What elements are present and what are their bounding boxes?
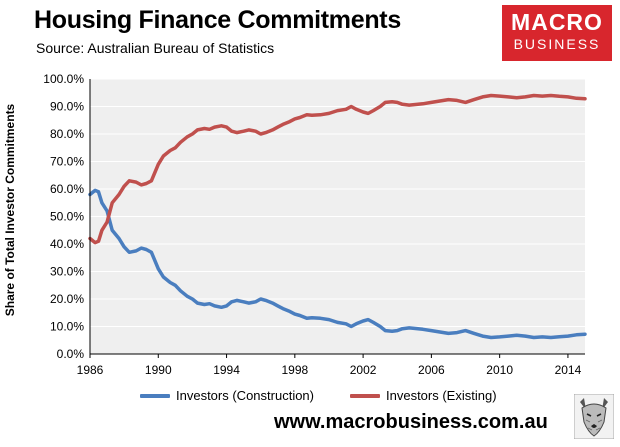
- series-line-construction: [88, 188, 587, 340]
- y-tick-label: 90.0%: [50, 100, 84, 114]
- legend-label-construction: Investors (Construction): [176, 388, 314, 403]
- y-tick-label: 10.0%: [50, 320, 84, 334]
- x-tick-label: 2006: [418, 363, 445, 377]
- legend-swatch-existing: [350, 393, 380, 398]
- y-tick-label: 40.0%: [50, 237, 84, 251]
- grid-layer: [90, 78, 585, 354]
- y-tick-label: 60.0%: [50, 182, 84, 196]
- axis-layer: 0.0% 10.0% 20.0% 30.0% 40.0% 50.0% 60.0% 70.0% 8…: [43, 72, 585, 377]
- legend-swatch-construction: [140, 393, 170, 398]
- series-layer: [88, 93, 587, 340]
- legend-label-existing: Investors (Existing): [386, 388, 497, 403]
- y-tick-label: 0.0%: [57, 347, 85, 361]
- logo-line-macro: MACRO: [511, 9, 603, 35]
- series-line-existing: [88, 93, 587, 245]
- y-tick-label: 80.0%: [50, 127, 84, 141]
- website-link[interactable]: www.macrobusiness.com.au: [274, 411, 548, 433]
- x-tick-label: 2014: [555, 363, 582, 377]
- wolf-head-icon: [574, 394, 614, 439]
- y-tick-label: 30.0%: [50, 265, 84, 279]
- x-tick-label: 1990: [145, 363, 172, 377]
- chart-source: Source: Australian Bureau of Statistics: [36, 40, 275, 56]
- x-tick-label: 2010: [486, 363, 513, 377]
- x-tick-label: 2002: [350, 363, 377, 377]
- y-tick-label: 100.0%: [43, 72, 84, 86]
- legend-item-construction: Investors (Construction): [140, 388, 314, 403]
- macrobusiness-logo[interactable]: MACRO BUSINESS: [502, 5, 612, 61]
- y-tick-label: 50.0%: [50, 210, 84, 224]
- chart-legend: Investors (Construction) Investors (Exis…: [140, 388, 533, 403]
- x-tick-label: 1994: [213, 363, 240, 377]
- y-tick-label: 70.0%: [50, 155, 84, 169]
- x-tick-label: 1986: [77, 363, 104, 377]
- logo-line-business: BUSINESS: [513, 36, 601, 52]
- y-tick-label: 20.0%: [50, 292, 84, 306]
- x-tick-label: 1998: [281, 363, 308, 377]
- legend-item-existing: Investors (Existing): [350, 388, 497, 403]
- chart-title: Housing Finance Commitments: [34, 6, 401, 34]
